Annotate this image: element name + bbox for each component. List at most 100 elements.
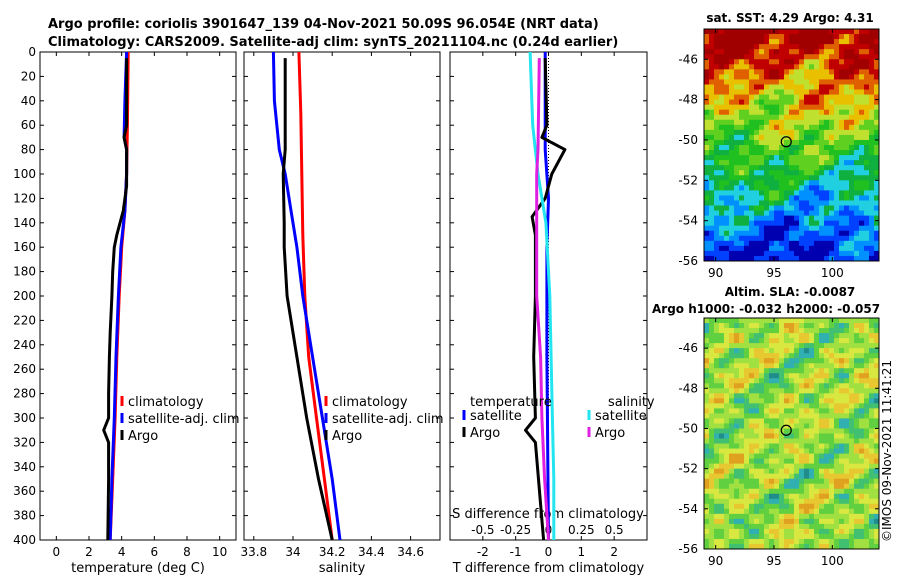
map-cell: [819, 373, 825, 379]
map-cell: [874, 453, 880, 460]
map-cell: [769, 463, 775, 470]
map-cell: [739, 124, 745, 131]
map-cell: [834, 134, 840, 141]
map-cell: [739, 119, 745, 126]
map-cell: [834, 205, 840, 211]
map-cell: [714, 255, 720, 262]
map-cell: [744, 463, 750, 470]
map-cell: [824, 195, 830, 201]
map-cell: [709, 79, 715, 85]
map-cell: [734, 114, 740, 121]
map-cell: [824, 150, 830, 156]
map-cell: [834, 443, 840, 449]
map-cell: [814, 523, 820, 530]
map-cell: [769, 64, 775, 70]
series-line-temperature-satellite: [543, 52, 550, 541]
map-cell: [759, 84, 765, 90]
map-cell: [754, 180, 760, 186]
map-cell: [824, 353, 830, 359]
map-cell: [799, 185, 805, 191]
map-cell: [849, 523, 855, 530]
map-cell: [714, 69, 720, 75]
map-cell: [784, 353, 790, 359]
map-cell: [789, 250, 795, 257]
map-cell: [839, 150, 845, 156]
map-cell: [744, 170, 750, 176]
map-cell: [724, 408, 730, 414]
map-cell: [739, 74, 745, 80]
map-cell: [814, 403, 820, 409]
map-cell: [814, 155, 820, 161]
map-cell: [729, 74, 735, 80]
map-cell: [854, 240, 860, 247]
map-cell: [869, 39, 875, 45]
map-cell: [874, 393, 880, 399]
map-cell: [744, 513, 750, 520]
map-cell: [759, 333, 765, 339]
map-cell: [794, 538, 800, 545]
map-cell: [714, 250, 720, 257]
map-cell: [864, 378, 870, 384]
map-cell: [754, 150, 760, 156]
map-cell: [829, 453, 835, 460]
map-cell: [854, 438, 860, 444]
map-cell: [714, 205, 720, 211]
top-tick-label: 0.25: [568, 523, 595, 537]
map-cell: [774, 139, 780, 146]
map-cell: [744, 383, 750, 389]
map-cell: [769, 235, 775, 242]
map-cell: [714, 54, 720, 60]
map-cell: [734, 230, 740, 237]
map-cell: [874, 64, 880, 70]
map-cell: [759, 413, 765, 419]
map-cell: [794, 139, 800, 146]
map-cell: [784, 245, 790, 252]
map-cell: [834, 160, 840, 166]
map-cell: [729, 383, 735, 389]
map-cell: [734, 333, 740, 339]
map-cell: [799, 448, 805, 454]
map-cell: [839, 124, 845, 131]
map-cell: [764, 190, 770, 196]
map-cell: [829, 64, 835, 70]
map-cell: [839, 155, 845, 161]
map-cell: [834, 543, 840, 550]
map-cell: [734, 134, 740, 141]
map-cell: [839, 453, 845, 460]
map-cell: [834, 478, 840, 485]
map-cell: [809, 403, 815, 409]
map-cell: [804, 433, 810, 439]
x-tick-label: 2: [610, 545, 618, 559]
map-cell: [844, 145, 850, 151]
map-cell: [769, 114, 775, 121]
map-cell: [774, 398, 780, 404]
map-cell: [799, 134, 805, 141]
map-cell: [759, 44, 765, 50]
map-cell: [809, 468, 815, 475]
map-cell: [709, 428, 715, 434]
map-cell: [874, 503, 880, 510]
map-cell: [864, 139, 870, 146]
map-cell: [864, 89, 870, 95]
map-cell: [739, 145, 745, 151]
map-cell: [824, 170, 830, 176]
map-cell: [749, 483, 755, 490]
map-cell: [859, 175, 865, 181]
map-cell: [789, 533, 795, 540]
map-cell: [869, 463, 875, 470]
map-cell: [789, 170, 795, 176]
map-cell: [769, 74, 775, 80]
map-cell: [719, 240, 725, 247]
map-cell: [809, 538, 815, 545]
map-cell: [794, 29, 800, 35]
map-cell: [749, 443, 755, 449]
map-cell: [829, 165, 835, 171]
map-cell: [864, 498, 870, 505]
map-cell: [804, 448, 810, 454]
map-cell: [819, 114, 825, 121]
map-cell: [759, 488, 765, 495]
map-cell: [754, 44, 760, 50]
map-cell: [784, 200, 790, 206]
map-cell: [764, 353, 770, 359]
map-cell: [724, 363, 730, 369]
